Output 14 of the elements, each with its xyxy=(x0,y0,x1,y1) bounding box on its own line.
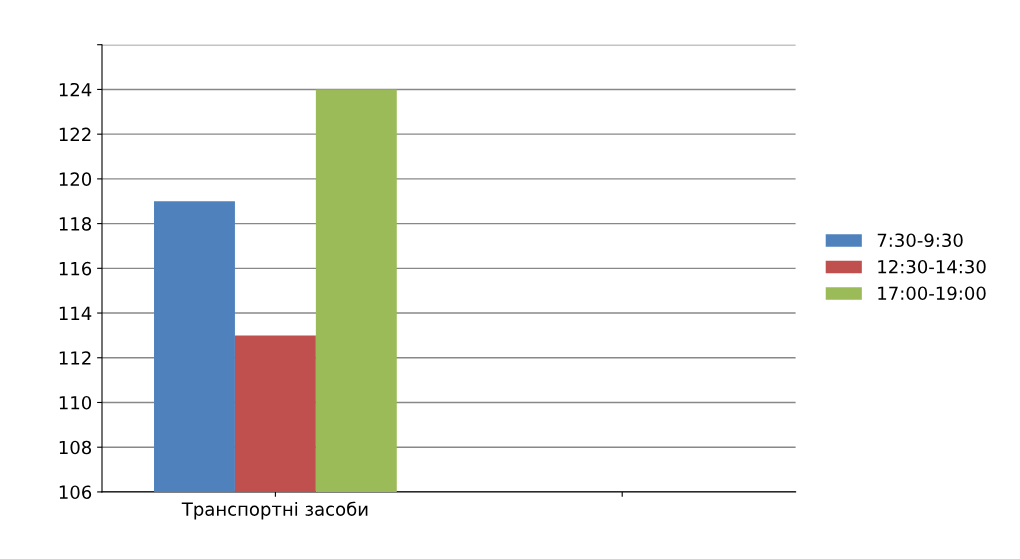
y-tick-label: 106 xyxy=(59,485,92,500)
y-tick-label: 124 xyxy=(59,82,92,97)
y-tick-label: 122 xyxy=(59,127,91,142)
x-tick-label: Транспортні засоби xyxy=(181,501,368,520)
y-tick-label: 114 xyxy=(59,306,92,320)
y-tick-label: 118 xyxy=(59,217,92,231)
y-tick-label: 108 xyxy=(59,440,92,455)
y-tick-label: 120 xyxy=(59,172,92,186)
y-tick-label: 116 xyxy=(59,261,92,276)
legend-label: 7:30-9:30 xyxy=(877,233,963,248)
y-tick-label: 110 xyxy=(59,395,92,410)
legend-label: 12:30-14:30 xyxy=(878,259,986,274)
legend-label: 17:00-19:00 xyxy=(878,286,986,301)
y-tick-label: 112 xyxy=(59,351,91,365)
